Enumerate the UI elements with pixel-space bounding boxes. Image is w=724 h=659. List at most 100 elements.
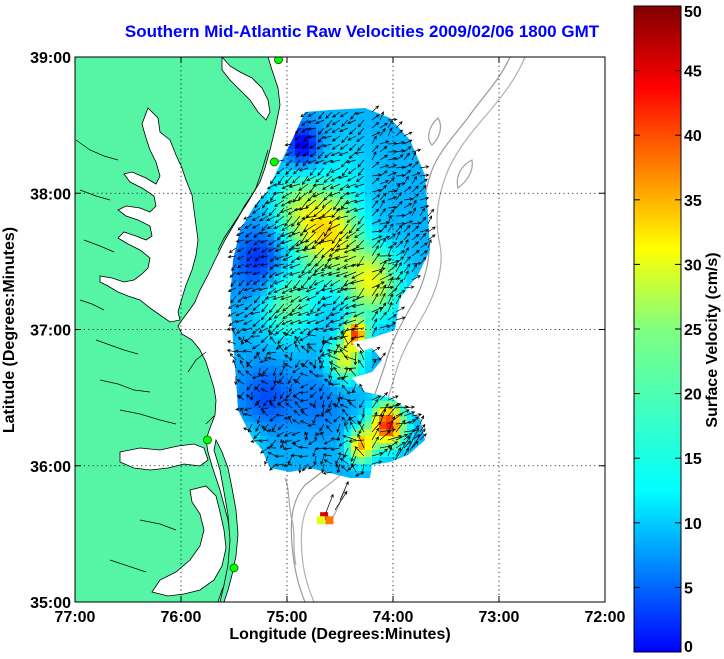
speed-cell: [330, 226, 338, 234]
velocity-arrow: [269, 255, 277, 263]
speed-cell: [421, 198, 429, 206]
speed-cell: [281, 436, 289, 444]
speed-cell: [281, 233, 289, 241]
speed-cell: [274, 219, 282, 227]
velocity-arrow: [328, 335, 341, 341]
speed-cell: [253, 359, 261, 367]
speed-cell: [372, 450, 380, 458]
velocity-arrow: [309, 143, 317, 149]
speed-cell: [337, 415, 345, 423]
speed-cell: [323, 275, 331, 283]
x-tick-label: 74:00: [373, 609, 414, 626]
speed-cell: [295, 345, 303, 353]
speed-cell: [365, 422, 373, 430]
speed-cell: [414, 254, 422, 262]
speed-cell: [407, 275, 415, 283]
velocity-arrow: [341, 119, 349, 127]
velocity-arrow: [317, 135, 325, 143]
speed-cell: [239, 317, 247, 325]
velocity-arrow: [334, 247, 349, 252]
speed-cell: [358, 422, 366, 430]
velocity-arrow: [258, 327, 269, 333]
speed-cell: [337, 240, 345, 248]
velocity-arrow: [282, 463, 293, 468]
velocity-arrow: [252, 207, 261, 214]
velocity-arrow: [395, 182, 406, 186]
velocity-arrow: [307, 271, 317, 281]
velocity-arrow: [251, 223, 261, 229]
speed-cell: [309, 191, 317, 199]
velocity-arrow: [371, 114, 380, 121]
speed-cell: [358, 149, 366, 157]
y-tick-label: 38:00: [30, 186, 71, 203]
velocity-arrow: [243, 407, 253, 411]
velocity-arrow: [294, 400, 301, 409]
speed-cell: [365, 289, 373, 297]
velocity-arrow: [276, 431, 285, 437]
speed-cell: [358, 121, 366, 129]
speed-cell: [232, 254, 240, 262]
speed-cell: [323, 464, 331, 472]
speed-cell: [330, 240, 338, 248]
speed-cell: [351, 422, 359, 430]
speed-cell: [302, 275, 310, 283]
speed-cell: [316, 121, 324, 129]
speed-cell: [274, 450, 282, 458]
speed-cell: [337, 380, 345, 388]
velocity-arrow: [337, 319, 349, 327]
velocity-arrow: [284, 354, 293, 361]
speed-cell: [400, 415, 408, 423]
velocity-arrow: [387, 223, 393, 233]
speed-cell: [358, 219, 366, 227]
speed-cell: [295, 163, 303, 171]
velocity-arrow: [306, 319, 317, 324]
speed-cell: [260, 233, 268, 241]
speed-cell: [365, 128, 373, 136]
speed-cell: [260, 317, 268, 325]
velocity-arrow: [279, 367, 285, 377]
velocity-arrow: [285, 167, 293, 176]
velocity-arrow: [310, 303, 317, 314]
velocity-arrow: [371, 411, 378, 425]
speed-cell: [358, 464, 366, 472]
velocity-arrow: [339, 303, 349, 311]
velocity-arrow: [325, 424, 333, 433]
speed-cell: [323, 408, 331, 416]
speed-cell: [239, 401, 247, 409]
speed-cell: [393, 135, 401, 143]
velocity-arrow: [371, 326, 377, 337]
speed-cell: [246, 212, 254, 220]
speed-cell: [379, 422, 387, 430]
speed-cell: [295, 303, 303, 311]
speed-cell: [344, 275, 352, 283]
speed-cell: [323, 429, 331, 437]
speed-cell: [295, 212, 303, 220]
speed-cell: [379, 317, 387, 325]
speed-cell: [288, 359, 296, 367]
speed-cell: [288, 191, 296, 199]
map-title: Southern Mid-Atlantic Raw Velocities 200…: [124, 22, 600, 41]
speed-cell: [246, 303, 254, 311]
speed-cell: [260, 450, 268, 458]
velocity-arrow: [268, 207, 277, 217]
velocity-arrow: [321, 295, 333, 301]
speed-cell: [288, 338, 296, 346]
speed-cell: [365, 191, 373, 199]
velocity-arrow: [289, 319, 301, 325]
speed-cell: [309, 275, 317, 283]
speed-cell: [281, 163, 289, 171]
speed-cell: [246, 345, 254, 353]
velocity-arrow: [419, 196, 430, 201]
speed-cell: [288, 254, 296, 262]
velocity-arrow: [343, 319, 357, 325]
speed-cell: [386, 233, 394, 241]
speed-cell: [260, 345, 268, 353]
velocity-arrow: [254, 255, 261, 262]
speed-cell: [295, 352, 303, 360]
velocity-arrow: [357, 167, 365, 177]
speed-cell: [267, 296, 275, 304]
speed-cell: [302, 212, 310, 220]
speed-cell: [393, 170, 401, 178]
speed-cell: [295, 233, 303, 241]
velocity-arrow: [288, 183, 301, 188]
